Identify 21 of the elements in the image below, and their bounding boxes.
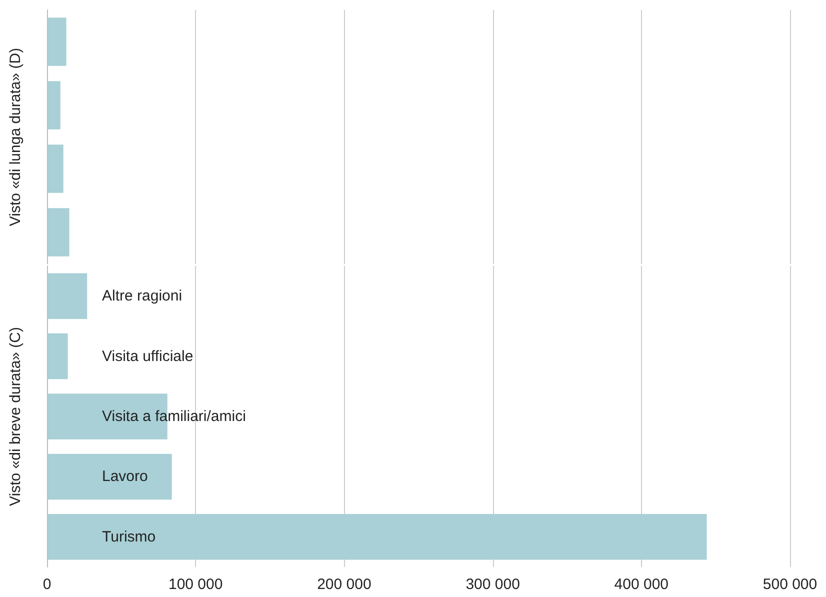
x-tick-label: 500 000 <box>762 576 818 593</box>
bar <box>47 273 88 319</box>
y-axis-title: Visto «di breve durata» (C) <box>7 327 24 506</box>
bar <box>47 81 60 130</box>
bar <box>47 454 172 500</box>
x-tick-label: 300 000 <box>466 576 520 593</box>
y-tick-label: Lavoro <box>102 468 148 486</box>
y-tick-label: Visita a familiari/amici <box>102 408 246 425</box>
x-tick-label: 400 000 <box>614 576 669 593</box>
bar <box>47 144 64 193</box>
x-tick-label: 0 <box>42 576 52 593</box>
bar <box>47 18 66 66</box>
y-axis-title: Visto «di lunga durata» (D) <box>7 48 24 226</box>
bar <box>47 514 707 560</box>
x-tick-label: 100 000 <box>168 576 223 593</box>
bar <box>47 208 70 256</box>
y-tick-label: Visita ufficiale <box>102 348 194 365</box>
y-tick-label: Altre ragioni <box>102 288 182 305</box>
bar <box>47 333 68 380</box>
y-tick-label: Turismo <box>102 528 156 546</box>
x-tick-label: 200 000 <box>317 576 372 593</box>
